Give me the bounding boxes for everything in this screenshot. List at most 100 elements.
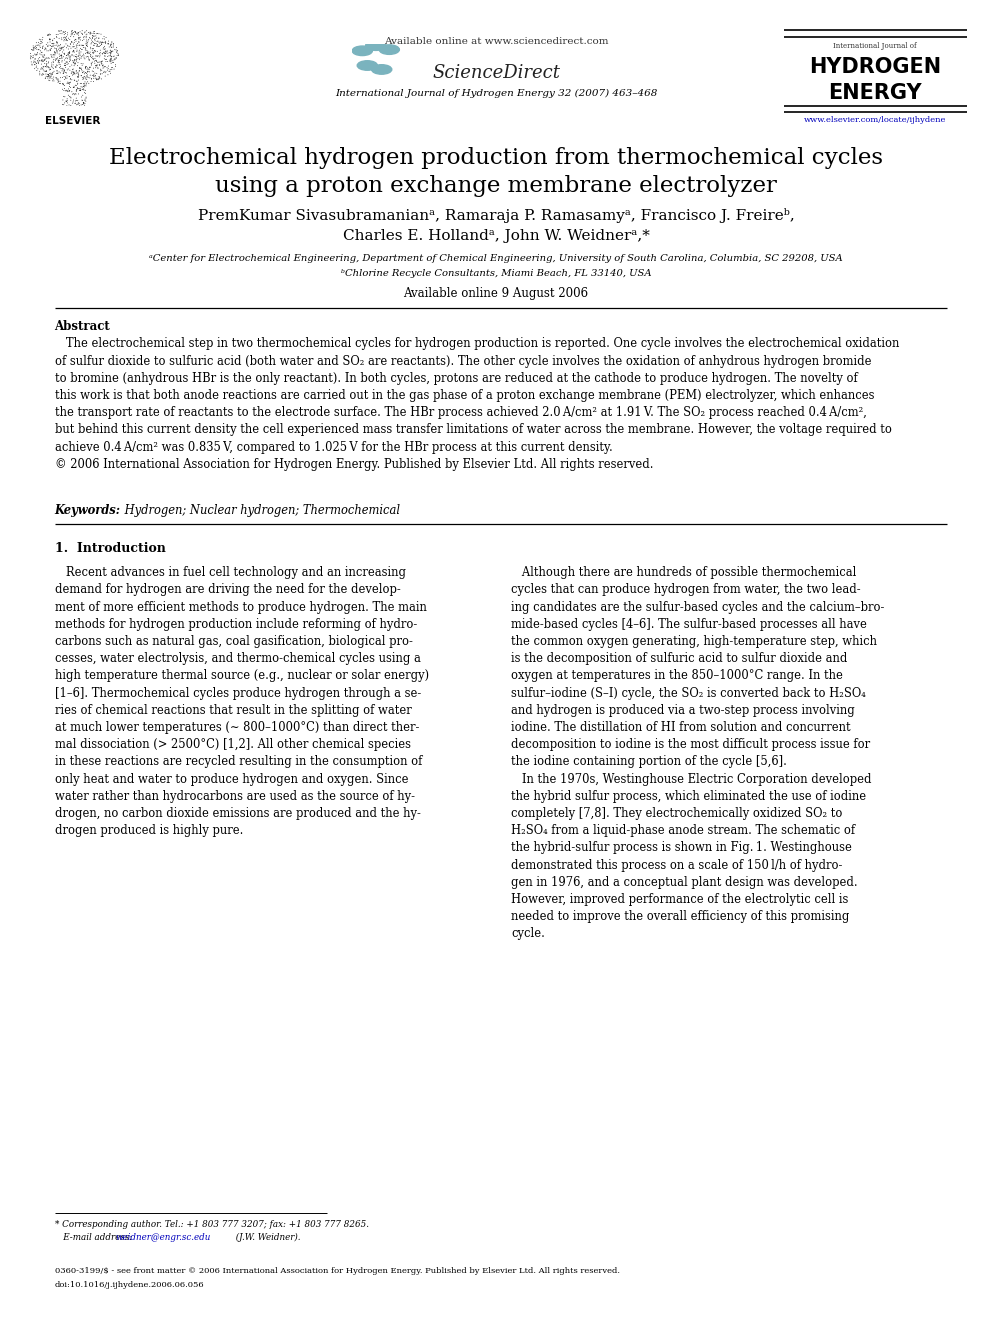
Point (85, 46, 101, 67)
Point (82, 22, 98, 44)
Point (84, 26, 100, 48)
Point (70, 93, 86, 114)
Point (103, 30, 119, 52)
Point (99, 82, 115, 103)
Point (67, 53, 83, 74)
Point (42, 29, 58, 50)
Point (35, 50, 51, 71)
Point (75, 44, 91, 65)
Point (42, 70, 58, 91)
Point (100, 50, 116, 71)
Text: HYDROGEN: HYDROGEN (808, 57, 941, 77)
Point (32, 70, 48, 91)
Point (35, 89, 51, 110)
Point (57, 78, 72, 99)
Point (103, 74, 119, 95)
Point (58, 90, 73, 111)
Point (109, 36, 125, 57)
Point (87, 66, 103, 87)
Point (105, 70, 121, 91)
Point (34, 70, 50, 91)
Point (23, 38, 39, 60)
Point (24, 56, 40, 77)
Point (63, 32, 79, 53)
Point (37, 94, 53, 115)
Point (45, 29, 61, 50)
Point (97, 56, 113, 77)
Point (80, 77, 96, 98)
Point (109, 25, 125, 46)
Point (29, 56, 45, 77)
Point (104, 32, 120, 53)
Point (54, 86, 69, 107)
Point (106, 87, 122, 108)
Point (114, 60, 130, 81)
Point (50, 61, 65, 82)
Point (32, 73, 48, 94)
Point (79, 42, 95, 64)
Point (53, 62, 68, 83)
Point (62, 45, 78, 66)
Point (34, 24, 50, 45)
Point (111, 34, 127, 56)
Point (102, 50, 118, 71)
Point (43, 94, 59, 115)
Point (79, 93, 95, 114)
Point (76, 82, 92, 103)
Point (74, 24, 90, 45)
Point (61, 38, 76, 60)
Point (78, 69, 94, 90)
Point (60, 67, 75, 89)
Point (38, 90, 54, 111)
Point (20, 62, 36, 83)
Point (56, 21, 71, 42)
Point (43, 38, 59, 60)
Point (55, 78, 70, 99)
Point (54, 28, 69, 49)
Point (88, 28, 104, 49)
Point (96, 70, 112, 91)
Point (26, 26, 42, 48)
Point (29, 73, 45, 94)
Point (38, 61, 54, 82)
Point (20, 53, 36, 74)
Point (20, 53, 36, 74)
Point (58, 57, 73, 78)
Point (29, 38, 45, 60)
Point (43, 67, 59, 89)
Point (28, 36, 44, 57)
Point (86, 67, 102, 89)
Point (100, 74, 116, 95)
Point (84, 94, 100, 115)
Point (113, 78, 129, 99)
Point (20, 87, 36, 108)
Point (68, 34, 84, 56)
Point (26, 50, 42, 71)
Point (30, 28, 46, 49)
Point (35, 82, 51, 103)
Point (103, 42, 119, 64)
Point (92, 32, 108, 53)
Point (86, 77, 102, 98)
Point (21, 22, 37, 44)
Point (41, 25, 57, 46)
Point (80, 61, 96, 82)
Point (43, 58, 59, 79)
Point (19, 95, 35, 116)
Point (45, 34, 61, 56)
Point (21, 81, 37, 102)
Point (81, 86, 97, 107)
Point (113, 40, 129, 61)
Point (47, 28, 62, 49)
Point (91, 73, 107, 94)
Point (33, 85, 49, 106)
Point (53, 34, 68, 56)
Point (106, 69, 122, 90)
Point (20, 65, 36, 86)
Point (83, 53, 99, 74)
Point (24, 79, 40, 101)
Point (62, 33, 78, 54)
Point (113, 60, 129, 81)
Point (62, 29, 77, 50)
Point (80, 42, 96, 64)
